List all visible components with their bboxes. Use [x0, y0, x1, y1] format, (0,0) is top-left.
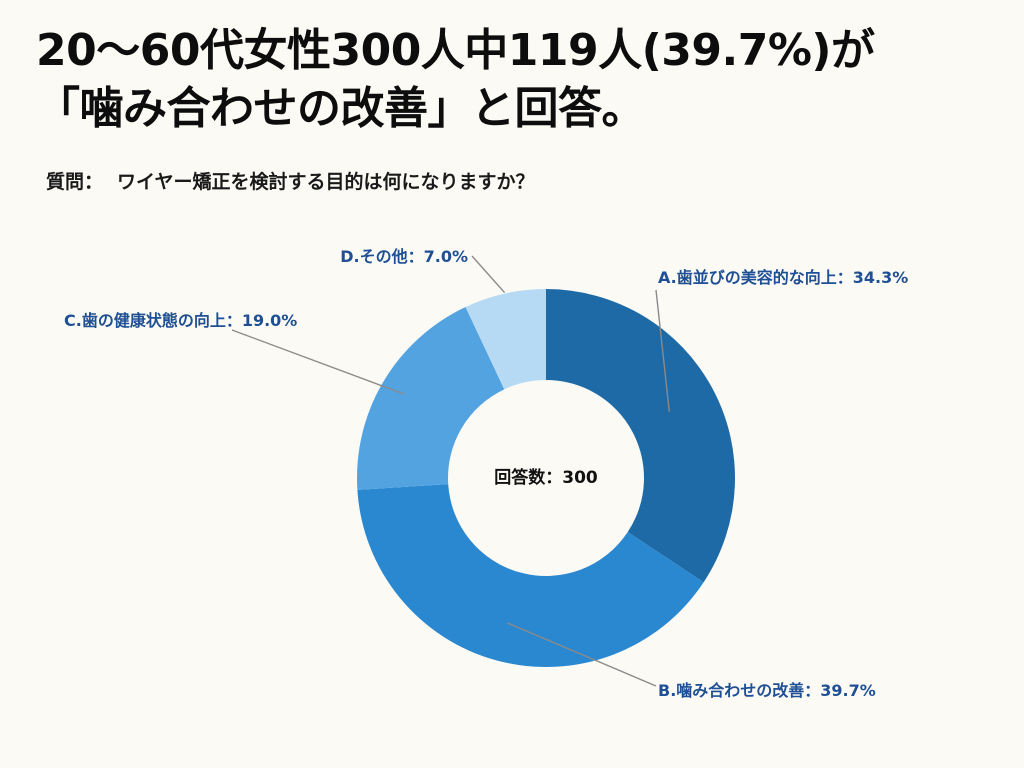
donut-slice-b [357, 484, 704, 667]
center-label: 回答数：300 [494, 467, 598, 488]
title-line-2: 「噛み合わせの改善」と回答。 [36, 83, 646, 134]
leader-line-c [231, 329, 405, 395]
survey-question: 質問： ワイヤー矯正を検討する目的は何になりますか？ [46, 167, 534, 194]
slice-labels: A.歯並びの美容的な向上：34.3% B.噛み合わせの改善：39.7% C.歯の健康… [64, 247, 908, 700]
slice-label-c: C.歯の健康状態の向上：19.0% [64, 311, 297, 330]
title-line-1: 20〜60代女性300人中119人(39.7%)が [36, 25, 875, 76]
question-text: ワイヤー矯正を検討する目的は何になりますか？ [117, 171, 535, 193]
donut-slice-a [546, 289, 735, 583]
donut-slice-d [465, 289, 546, 390]
leader-lines [231, 255, 671, 687]
chart-title: 20〜60代女性300人中119人(39.7%)が 「噛み合わせの改善」と回答。 [36, 22, 996, 138]
donut-slice-c [357, 306, 505, 490]
question-label: 質問： [46, 171, 104, 193]
leader-line-a [655, 289, 671, 412]
donut-slices [357, 289, 735, 667]
slice-label-d: D.その他：7.0% [340, 247, 468, 266]
slice-label-a: A.歯並びの美容的な向上：34.3% [658, 268, 908, 287]
slice-label-b: B.噛み合わせの改善：39.7% [658, 681, 876, 700]
leader-line-d [471, 255, 506, 294]
leader-line-b [507, 622, 657, 687]
